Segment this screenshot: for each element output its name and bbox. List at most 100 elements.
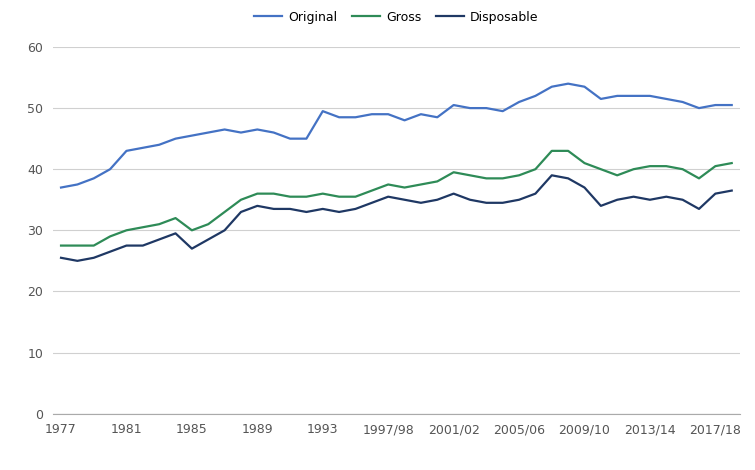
Gross xyxy=(122,227,131,233)
Gross xyxy=(727,160,736,166)
Original xyxy=(514,99,523,105)
Disposable xyxy=(106,249,115,254)
Original xyxy=(171,136,180,141)
Disposable xyxy=(498,200,507,206)
Disposable xyxy=(253,203,262,209)
Original xyxy=(253,126,262,133)
Disposable xyxy=(285,206,294,212)
Disposable xyxy=(661,194,670,199)
Gross xyxy=(285,194,294,199)
Line: Original: Original xyxy=(61,84,732,188)
Original xyxy=(155,142,164,148)
Gross xyxy=(710,163,720,169)
Gross xyxy=(220,209,230,215)
Gross xyxy=(498,176,507,181)
Gross xyxy=(253,191,262,196)
Disposable xyxy=(384,194,393,199)
Line: Gross: Gross xyxy=(61,151,732,245)
Original xyxy=(89,176,98,181)
Gross xyxy=(204,221,213,227)
Disposable xyxy=(465,197,474,203)
Gross xyxy=(319,191,328,196)
Legend: Original, Gross, Disposable: Original, Gross, Disposable xyxy=(249,6,544,29)
Gross xyxy=(547,148,556,154)
Disposable xyxy=(319,206,328,212)
Disposable xyxy=(302,209,311,215)
Disposable xyxy=(236,209,245,215)
Original xyxy=(236,130,245,135)
Disposable xyxy=(596,203,606,209)
Gross xyxy=(596,166,606,172)
Disposable xyxy=(334,209,344,215)
Original xyxy=(646,93,655,99)
Original xyxy=(498,109,507,114)
Disposable xyxy=(204,236,213,243)
Gross xyxy=(661,163,670,169)
Original xyxy=(334,114,344,120)
Original xyxy=(319,109,328,114)
Disposable xyxy=(482,200,491,206)
Original xyxy=(613,93,622,99)
Gross xyxy=(465,172,474,178)
Disposable xyxy=(171,230,180,236)
Original xyxy=(629,93,638,99)
Gross xyxy=(417,182,426,188)
Disposable xyxy=(89,255,98,260)
Gross xyxy=(629,166,638,172)
Original xyxy=(417,111,426,117)
Disposable xyxy=(417,200,426,206)
Original xyxy=(57,185,66,190)
Disposable xyxy=(351,206,360,212)
Gross xyxy=(187,227,196,233)
Gross xyxy=(384,182,393,188)
Gross xyxy=(433,179,442,184)
Disposable xyxy=(710,191,720,196)
Gross xyxy=(236,197,245,203)
Disposable xyxy=(72,258,82,264)
Disposable xyxy=(269,206,278,212)
Disposable xyxy=(433,197,442,203)
Disposable xyxy=(580,185,589,190)
Original xyxy=(351,114,360,120)
Disposable xyxy=(400,197,409,203)
Original xyxy=(596,96,606,102)
Original xyxy=(269,130,278,135)
Gross xyxy=(531,166,540,172)
Disposable xyxy=(187,246,196,251)
Disposable xyxy=(367,200,376,206)
Original xyxy=(661,96,670,102)
Gross xyxy=(695,176,704,181)
Disposable xyxy=(547,172,556,178)
Disposable xyxy=(695,206,704,212)
Disposable xyxy=(57,255,66,260)
Gross xyxy=(57,243,66,248)
Disposable xyxy=(138,243,147,248)
Gross xyxy=(514,172,523,178)
Disposable xyxy=(646,197,655,203)
Original xyxy=(367,111,376,117)
Gross xyxy=(72,243,82,248)
Original xyxy=(220,126,230,133)
Gross xyxy=(171,215,180,221)
Original xyxy=(580,84,589,90)
Disposable xyxy=(122,243,131,248)
Original xyxy=(563,81,572,86)
Disposable xyxy=(613,197,622,203)
Gross xyxy=(482,176,491,181)
Original xyxy=(727,102,736,108)
Gross xyxy=(302,194,311,199)
Gross xyxy=(89,243,98,248)
Gross xyxy=(563,148,572,154)
Original xyxy=(449,102,458,108)
Gross xyxy=(269,191,278,196)
Disposable xyxy=(531,191,540,196)
Original xyxy=(465,105,474,111)
Disposable xyxy=(155,236,164,243)
Gross xyxy=(155,221,164,227)
Line: Disposable: Disposable xyxy=(61,175,732,261)
Disposable xyxy=(678,197,687,203)
Original xyxy=(302,136,311,141)
Gross xyxy=(580,160,589,166)
Original xyxy=(695,105,704,111)
Original xyxy=(187,133,196,139)
